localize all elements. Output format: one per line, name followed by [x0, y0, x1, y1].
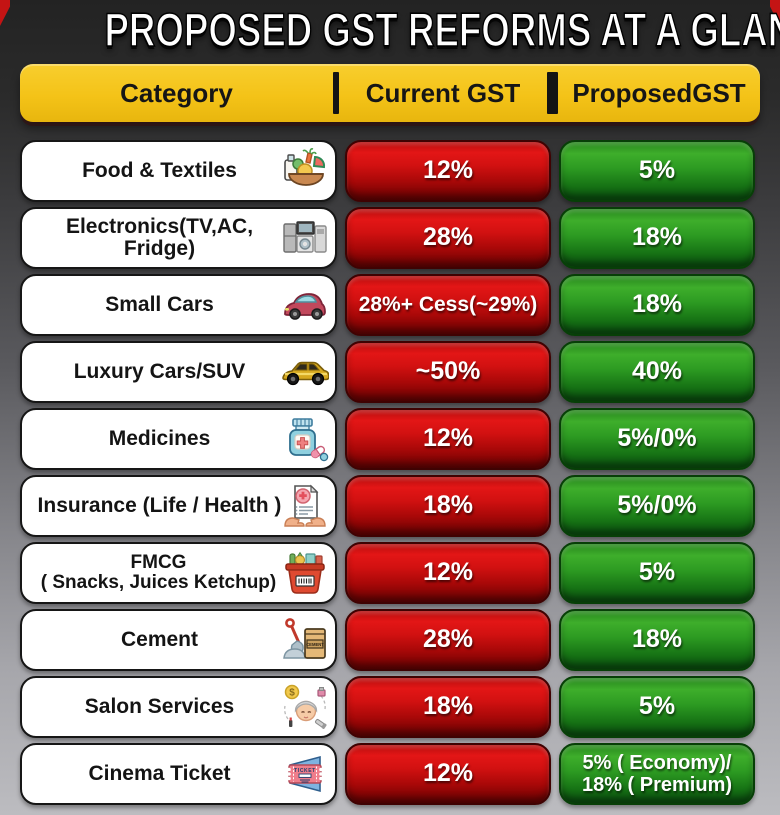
header-current-gst: Current GST: [365, 77, 521, 108]
small-car-icon: [281, 281, 329, 329]
current-gst-value: 18%: [422, 692, 474, 721]
table-row: Salon Services $: [20, 676, 755, 738]
corner-red-sliver-right: [770, 0, 780, 26]
category-cell: Food & Textiles: [20, 140, 337, 202]
current-gst-value: 28%+ Cess(~29%): [358, 293, 538, 317]
proposed-gst-value: 18%: [631, 290, 683, 319]
proposed-gst-cell: 5%: [559, 542, 755, 604]
current-gst-cell: 18%: [345, 676, 551, 738]
category-label: Luxury Cars/SUV: [73, 359, 246, 383]
electronics-icon: [281, 214, 329, 262]
page-title: PROPOSED GST REFORMS AT A GLANCE: [104, 2, 780, 57]
medicine-bottle-icon: [281, 415, 329, 463]
current-gst-value: 12%: [422, 424, 474, 453]
current-gst-cell: 28%+ Cess(~29%): [345, 274, 551, 336]
current-gst-value: 12%: [422, 759, 474, 788]
table-header: Category Current GST ProposedGST: [20, 64, 760, 122]
category-cell: FMCG ( Snacks, Juices Ketchup): [20, 542, 337, 604]
proposed-gst-cell: 18%: [559, 274, 755, 336]
category-label: FMCG ( Snacks, Juices Ketchup): [40, 552, 277, 593]
food-basket-icon: [281, 147, 329, 195]
header-proposed-gst: ProposedGST: [572, 77, 746, 108]
table-row: Medicines: [20, 408, 755, 470]
header-category: Category: [120, 77, 233, 108]
category-label: Food & Textiles: [82, 158, 237, 182]
category-label: Insurance (Life / Health ): [37, 493, 282, 517]
current-gst-value: 12%: [422, 558, 474, 587]
current-gst-value: 18%: [422, 491, 474, 520]
table-row: Insurance (Life / Health ): [20, 475, 755, 537]
category-cell: Cement CEMENT: [20, 609, 337, 671]
category-cell: Luxury Cars/SUV: [20, 341, 337, 403]
proposed-gst-value: 5%: [638, 156, 676, 185]
table-row: Cement CEMENT 28%: [20, 609, 755, 671]
title-bar: PROPOSED GST REFORMS AT A GLANCE: [0, 2, 780, 57]
svg-text:$: $: [289, 688, 295, 699]
current-gst-cell: 18%: [345, 475, 551, 537]
category-label: Cinema Ticket: [88, 761, 231, 785]
current-gst-cell: 12%: [345, 408, 551, 470]
proposed-gst-cell: 5% ( Economy)/ 18% ( Premium): [559, 743, 755, 805]
proposed-gst-cell: 40%: [559, 341, 755, 403]
proposed-gst-cell: 5%/0%: [559, 408, 755, 470]
current-gst-value: 28%: [422, 223, 474, 252]
category-label: Medicines: [108, 426, 211, 450]
category-label: Electronics(TV,AC, Fridge): [65, 214, 254, 260]
proposed-gst-value: 5% ( Economy)/ 18% ( Premium): [581, 752, 733, 796]
current-gst-cell: ~50%: [345, 341, 551, 403]
svg-text:TICKET: TICKET: [294, 768, 316, 774]
category-cell: Medicines: [20, 408, 337, 470]
current-gst-cell: 28%: [345, 207, 551, 269]
proposed-gst-value: 40%: [631, 357, 683, 386]
cinema-ticket-icon: TICKET: [281, 750, 329, 798]
current-gst-value: 12%: [422, 156, 474, 185]
table-row: Food & Textiles 12%: [20, 140, 755, 202]
category-label: Cement: [120, 627, 199, 651]
table-row: FMCG ( Snacks, Juices Ketchup): [20, 542, 755, 604]
cement-bag-icon: CEMENT: [281, 616, 329, 664]
table-row: Cinema Ticket TICKET 12%: [20, 743, 755, 805]
proposed-gst-value: 5%/0%: [617, 424, 697, 453]
proposed-gst-value: 18%: [631, 223, 683, 252]
current-gst-cell: 12%: [345, 542, 551, 604]
category-cell: Insurance (Life / Health ): [20, 475, 337, 537]
corner-red-sliver-left: [0, 0, 10, 26]
category-cell: Salon Services $: [20, 676, 337, 738]
table-row: Electronics(TV,AC, Fridge): [20, 207, 755, 269]
header-divider: [333, 72, 339, 114]
proposed-gst-value: 5%: [638, 558, 676, 587]
current-gst-cell: 28%: [345, 609, 551, 671]
category-cell: Electronics(TV,AC, Fridge): [20, 207, 337, 269]
shopping-basket-icon: [281, 549, 329, 597]
proposed-gst-cell: 5%/0%: [559, 475, 755, 537]
current-gst-cell: 12%: [345, 140, 551, 202]
table-row: Small Cars 28%+ Cess(~29%): [20, 274, 755, 336]
insurance-document-icon: [281, 482, 329, 530]
header-divider: [547, 72, 558, 114]
proposed-gst-value: 5%/0%: [617, 491, 697, 520]
category-label: Salon Services: [84, 694, 235, 718]
table-row: Luxury Cars/SUV ~50%: [20, 341, 755, 403]
salon-icon: $: [281, 683, 329, 731]
current-gst-value: ~50%: [415, 357, 481, 386]
proposed-gst-value: 5%: [638, 692, 676, 721]
current-gst-value: 28%: [422, 625, 474, 654]
proposed-gst-cell: 5%: [559, 140, 755, 202]
gst-table: Food & Textiles 12%: [0, 140, 780, 805]
category-label: Small Cars: [105, 292, 214, 316]
proposed-gst-value: 18%: [631, 625, 683, 654]
luxury-suv-icon: [281, 348, 329, 396]
svg-text:CEMENT: CEMENT: [306, 642, 324, 647]
proposed-gst-cell: 18%: [559, 609, 755, 671]
current-gst-cell: 12%: [345, 743, 551, 805]
proposed-gst-cell: 5%: [559, 676, 755, 738]
proposed-gst-cell: 18%: [559, 207, 755, 269]
category-cell: Cinema Ticket TICKET: [20, 743, 337, 805]
category-cell: Small Cars: [20, 274, 337, 336]
